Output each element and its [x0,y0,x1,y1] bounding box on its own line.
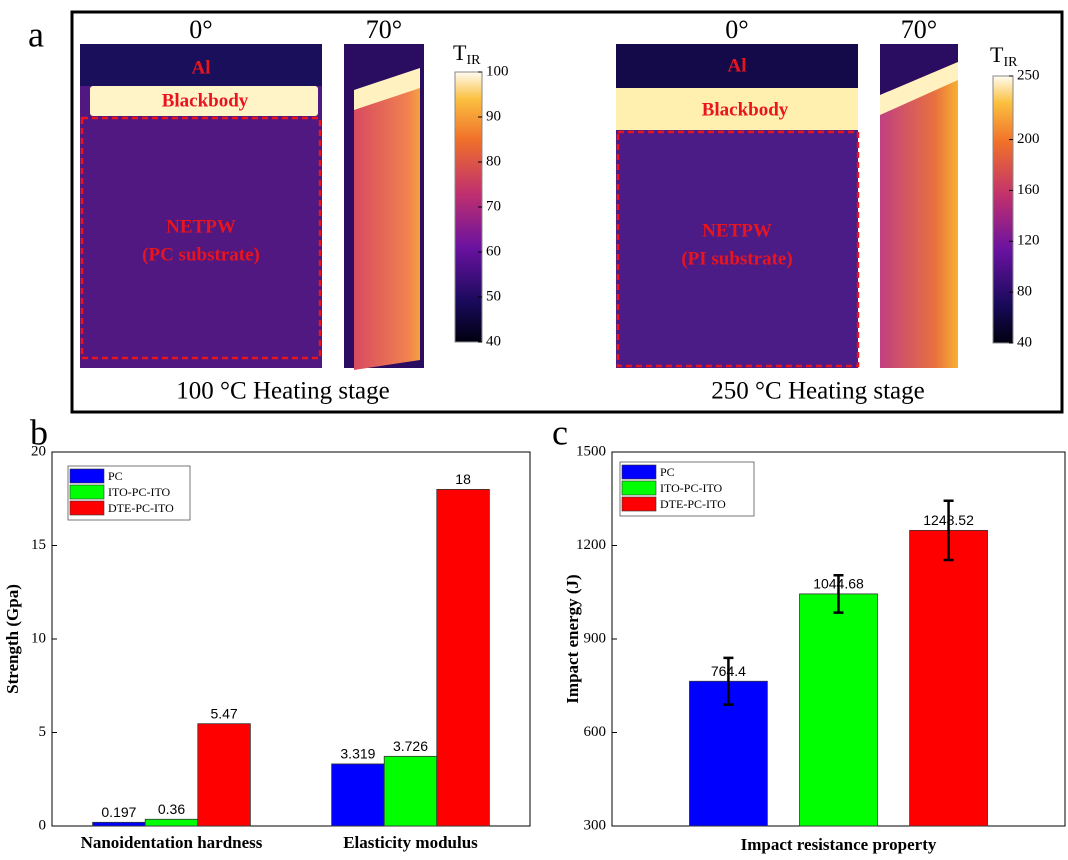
colorbar-title: TIR [990,42,1018,70]
bar [437,489,490,826]
image-label: NETPW [702,220,772,241]
colorbar-tick-label: 90 [486,108,501,124]
bar [198,724,251,826]
colorbar [455,72,482,342]
colorbar-tick-label: 80 [1017,284,1032,300]
value-label: 18 [455,471,471,487]
legend-swatch [70,501,104,515]
legend-label: PC [660,465,675,479]
y-tick-label: 5 [39,724,47,740]
angle-label: 70° [366,15,402,44]
bar [332,764,385,826]
bar [145,819,198,826]
legend-label: DTE-PC-ITO [660,497,726,511]
legend-label: ITO-PC-ITO [660,481,723,495]
colorbar-tick-label: 70 [486,198,501,214]
colorbar-title-sub: IR [1003,55,1018,70]
legend-swatch [70,485,104,499]
y-axis-label: Impact energy (J) [563,574,582,703]
legend-swatch [622,465,656,479]
bar [910,530,988,826]
colorbar-tick-label: 200 [1017,131,1040,147]
colorbar-title-main: T [990,42,1004,67]
y-tick-label: 0 [39,817,47,833]
colorbar-tick-label: 60 [486,243,501,259]
figure: a 0° 70° Al Blackbody NETPW (PC substrat… [0,0,1068,860]
angle-label: 0° [725,15,748,44]
bar [93,822,146,826]
colorbar-title: TIR [453,40,481,68]
colorbar-title-sub: IR [466,53,481,68]
panel-label: c [552,412,568,452]
image-label: Blackbody [702,99,789,120]
x-tick-label: Elasticity modulus [343,833,478,852]
y-tick-label: 1200 [576,537,606,553]
image-label: NETPW [166,216,236,237]
angle-label: 0° [189,15,212,44]
colorbar [993,76,1013,343]
legend-swatch [622,481,656,495]
colorbar-tick-label: 50 [486,288,501,304]
value-label: 0.197 [101,804,136,820]
caption: 100 °C Heating stage [176,378,389,405]
thermal-region [354,78,420,370]
image-label: Al [728,55,747,76]
colorbar-title-main: T [453,40,467,65]
colorbar-tick-label: 80 [486,153,501,169]
y-tick-label: 600 [584,724,607,740]
colorbar-tick-label: 100 [486,63,509,79]
y-tick-label: 15 [31,537,46,553]
panel-label: a [28,14,44,54]
bar [800,594,878,826]
colorbar-tick-label: 160 [1017,182,1040,198]
value-label: 5.47 [210,705,237,721]
y-tick-label: 300 [584,817,607,833]
image-label: (PC substrate) [142,244,260,265]
image-label: (PI substrate) [681,248,792,269]
image-label: Blackbody [162,90,249,111]
y-tick-label: 10 [31,630,46,646]
bar [384,756,437,826]
colorbar-tick-label: 40 [1017,334,1032,350]
legend-label: PC [108,469,123,483]
angle-label: 70° [901,15,937,44]
colorbar-tick-label: 40 [486,333,501,349]
image-label: Al [192,57,211,78]
value-label: 0.36 [158,801,185,817]
legend-swatch [70,469,104,483]
caption: 250 °C Heating stage [711,378,924,405]
legend-label: ITO-PC-ITO [108,485,171,499]
legend-swatch [622,497,656,511]
x-axis-label: Impact resistance property [741,835,937,854]
colorbar-tick-label: 120 [1017,233,1040,249]
y-axis-label: Strength (Gpa) [3,584,22,694]
colorbar-tick-label: 250 [1017,67,1040,83]
value-label: 3.319 [340,746,375,762]
value-label: 3.726 [393,738,428,754]
y-tick-label: 900 [584,630,607,646]
legend-label: DTE-PC-ITO [108,501,174,515]
x-tick-label: Nanoidentation hardness [81,833,263,852]
y-tick-label: 1500 [576,443,606,459]
y-tick-label: 20 [31,443,46,459]
